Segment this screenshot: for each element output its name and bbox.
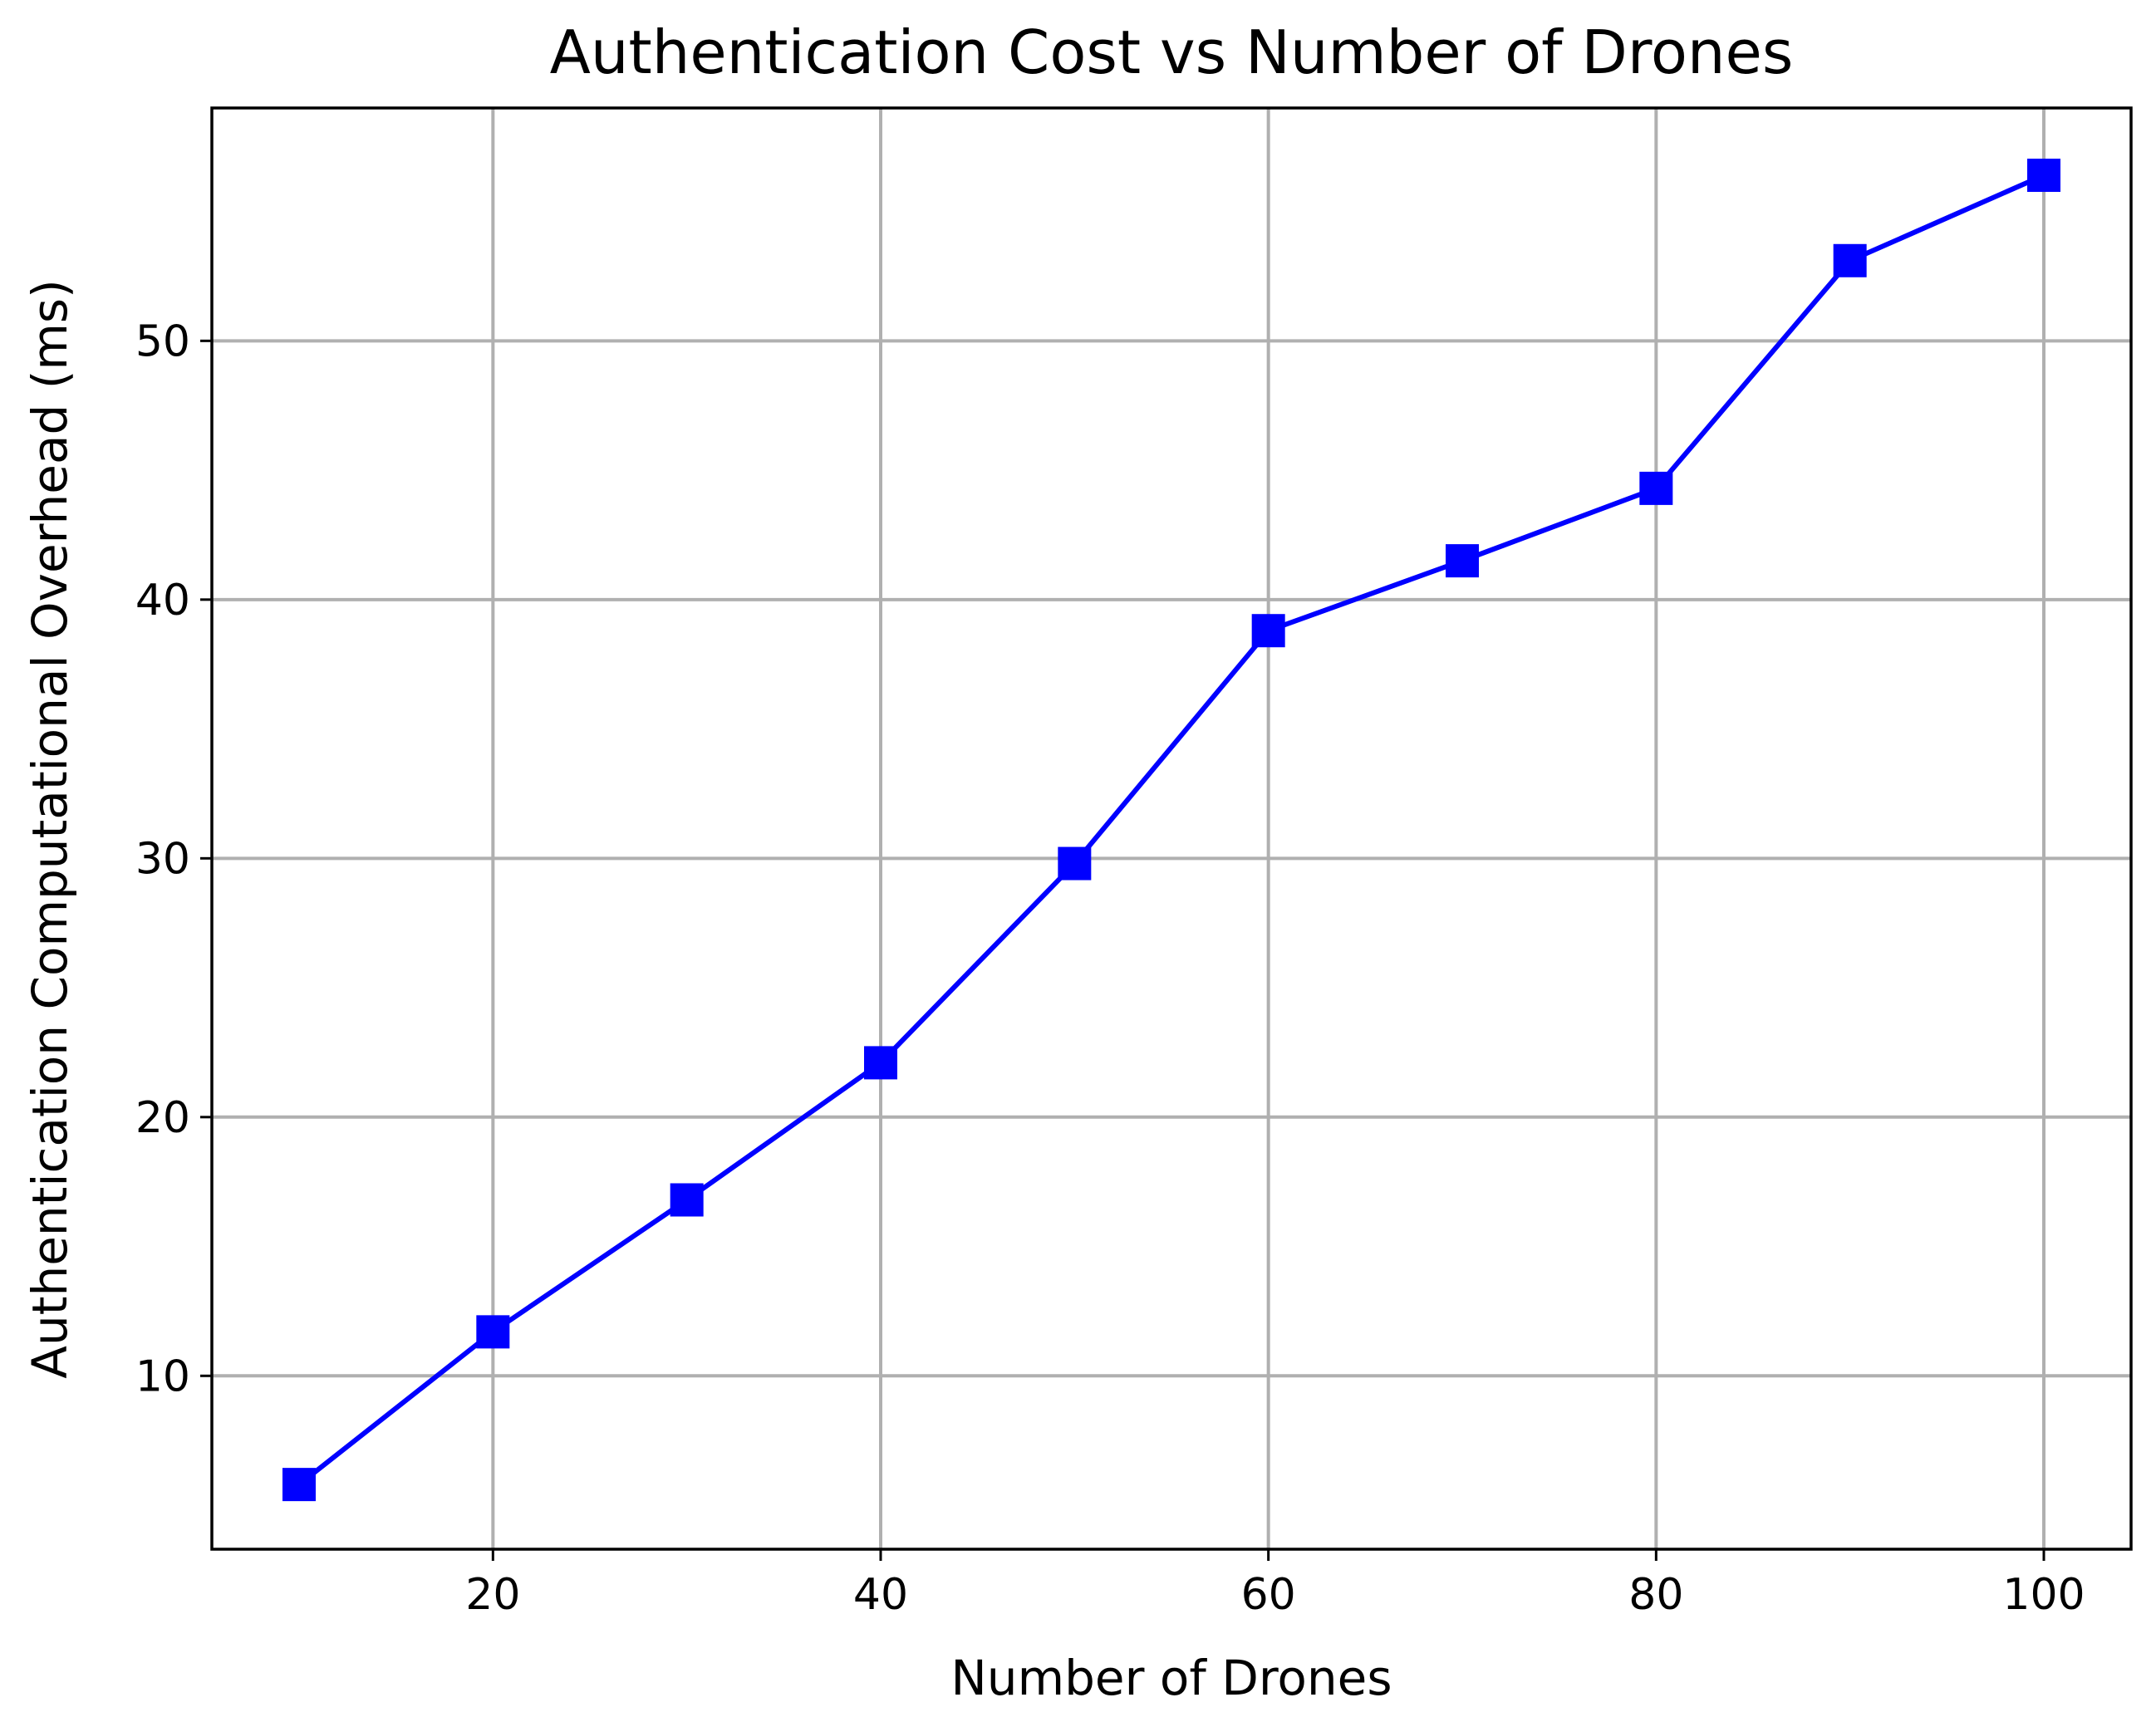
x-tick-label: 40 — [853, 1570, 908, 1620]
x-tick-label: 100 — [2002, 1570, 2085, 1620]
y-tick-label: 10 — [135, 1352, 190, 1401]
data-point — [282, 1468, 316, 1502]
y-tick-label: 40 — [135, 576, 190, 625]
series-line — [297, 173, 2045, 1487]
grid-lines — [212, 108, 2131, 1549]
x-axis-label: Number of Drones — [950, 1650, 1392, 1706]
y-tick-label: 50 — [135, 316, 190, 366]
data-point — [1058, 846, 1092, 881]
x-tick-label: 20 — [465, 1570, 520, 1620]
plot-frame — [210, 106, 2133, 1551]
data-point — [476, 1315, 510, 1349]
x-tick-label: 80 — [1628, 1570, 1683, 1620]
data-point — [1251, 614, 1285, 648]
y-tick-label: 20 — [135, 1093, 190, 1143]
data-point — [864, 1046, 897, 1080]
data-point — [2027, 158, 2060, 192]
data-point — [670, 1183, 704, 1217]
axis-ticks: 20 40 60 80 100 10 20 30 40 50 — [135, 316, 2085, 1620]
chart-title: Authentication Cost vs Number of Drones — [550, 17, 1794, 87]
data-point — [1833, 243, 1867, 277]
series-layer — [282, 158, 2060, 1502]
data-point — [1639, 471, 1673, 505]
y-axis-label: Authentication Computational Overhead (m… — [22, 279, 78, 1378]
y-tick-label: 30 — [135, 834, 190, 884]
data-point — [1446, 544, 1479, 578]
x-tick-label: 60 — [1241, 1570, 1296, 1620]
